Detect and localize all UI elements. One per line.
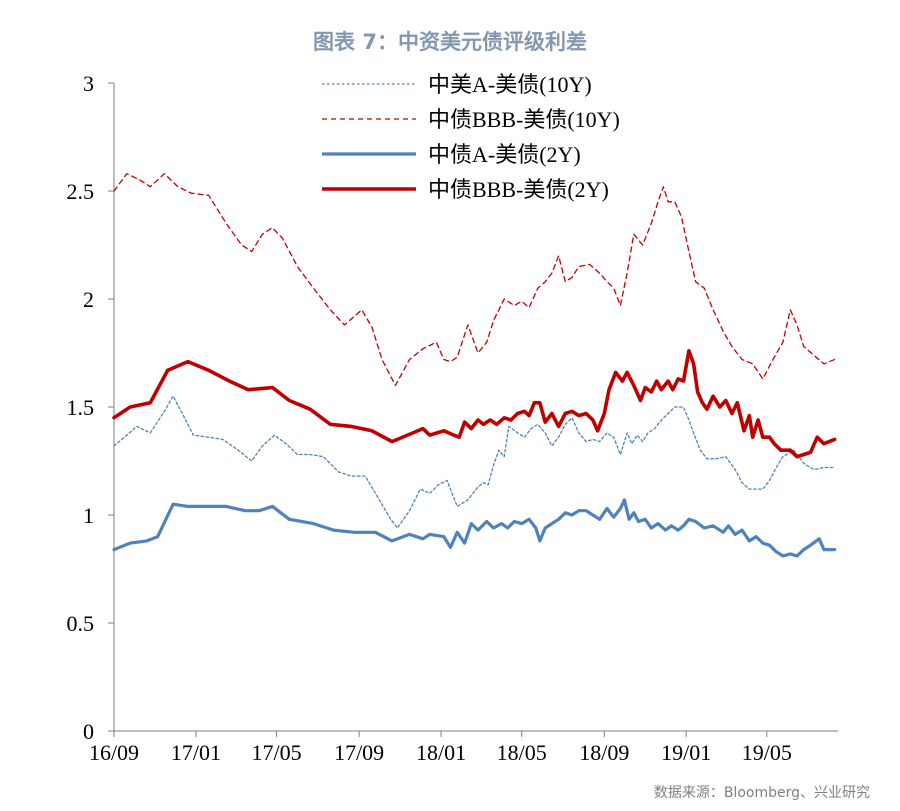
x-tick-label: 17/01 xyxy=(171,740,221,765)
legend-label-4: 中债BBB-美债(2Y) xyxy=(428,177,609,202)
legend-label-1: 中美A-美债(10Y) xyxy=(428,72,592,97)
x-tick-label: 18/09 xyxy=(579,740,629,765)
series-line-2 xyxy=(113,173,836,387)
y-tick-label: 0.5 xyxy=(67,611,95,636)
y-tick-label: 1 xyxy=(83,503,94,528)
chart-axes: 0 0.5 1 1.5 2 2.5 3 16/09 17/01 17/05 17/09 18/01 18… xyxy=(67,71,838,765)
chart-title: 图表 7：中资美元债评级利差 xyxy=(313,30,587,54)
y-tick-label: 3 xyxy=(83,71,94,96)
plot-area xyxy=(112,173,837,558)
x-tick-label: 19/05 xyxy=(742,740,792,765)
x-tick-label: 18/05 xyxy=(497,740,547,765)
y-tick-label: 2.5 xyxy=(67,179,95,204)
y-tick-label: 0 xyxy=(83,719,94,744)
x-tick-label: 16/09 xyxy=(89,740,139,765)
series-line-3 xyxy=(112,498,837,558)
x-tick-label: 19/01 xyxy=(661,740,711,765)
x-tick-label: 17/09 xyxy=(334,740,384,765)
source-note: 数据来源：Bloomberg、兴业研究 xyxy=(654,785,870,801)
y-tick-label: 1.5 xyxy=(67,395,95,420)
x-tick-label: 17/05 xyxy=(251,740,301,765)
y-tick-label: 2 xyxy=(83,287,94,312)
series-line-1 xyxy=(113,395,836,529)
legend-label-3: 中债A-美债(2Y) xyxy=(428,142,581,167)
chart-legend: 中美A-美债(10Y) 中债BBB-美债(10Y) 中债A-美债(2Y) 中债BBB-… xyxy=(322,72,620,202)
legend-label-2: 中债BBB-美债(10Y) xyxy=(428,107,620,132)
series-line-4 xyxy=(112,349,837,459)
x-tick-label: 18/01 xyxy=(416,740,466,765)
